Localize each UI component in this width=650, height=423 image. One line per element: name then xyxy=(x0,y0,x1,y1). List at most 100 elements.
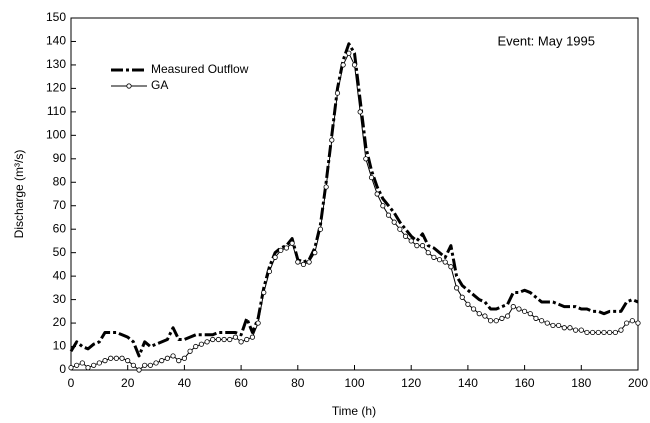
data-point xyxy=(561,325,567,331)
x-tick-label: 20 xyxy=(121,376,135,390)
data-point xyxy=(176,358,182,364)
data-point xyxy=(533,315,539,321)
data-point xyxy=(527,311,533,317)
data-point xyxy=(374,191,380,197)
data-point xyxy=(363,156,369,162)
legend-label: GA xyxy=(151,78,168,92)
data-point xyxy=(74,362,80,368)
y-tick-label: 130 xyxy=(46,57,66,71)
data-point xyxy=(414,243,420,249)
y-tick-label: 40 xyxy=(53,268,67,282)
series-line xyxy=(69,42,639,358)
data-point xyxy=(300,261,307,267)
data-point xyxy=(590,329,596,336)
data-point xyxy=(261,289,267,296)
data-point xyxy=(221,336,227,343)
data-point xyxy=(351,62,358,68)
data-point xyxy=(289,240,295,246)
data-point xyxy=(306,259,312,265)
data-point xyxy=(295,259,301,265)
data-point xyxy=(283,245,290,251)
data-point xyxy=(153,360,159,366)
data-point xyxy=(448,264,454,270)
y-tick-label: 20 xyxy=(53,315,67,329)
data-point xyxy=(357,109,363,115)
data-point xyxy=(550,322,556,329)
data-point xyxy=(210,336,216,343)
data-point xyxy=(380,203,386,209)
y-tick-label: 10 xyxy=(53,339,67,353)
data-point xyxy=(238,339,244,345)
data-point xyxy=(147,362,153,368)
data-point xyxy=(459,294,465,300)
data-point xyxy=(317,226,324,232)
y-tick-label: 90 xyxy=(53,151,67,165)
data-point xyxy=(79,360,85,366)
data-point xyxy=(249,334,256,340)
data-point xyxy=(397,226,403,232)
data-point xyxy=(113,355,119,361)
x-tick-label: 120 xyxy=(401,376,421,390)
x-tick-label: 140 xyxy=(458,376,478,390)
y-axis-label: Discharge (m³/s) xyxy=(12,150,26,239)
data-point xyxy=(408,238,414,244)
data-point xyxy=(419,243,426,249)
series-line xyxy=(70,52,639,371)
data-point xyxy=(442,259,448,265)
y-tick-label: 60 xyxy=(53,221,67,235)
data-point xyxy=(425,250,431,256)
x-tick-label: 200 xyxy=(628,376,648,390)
data-point xyxy=(607,329,613,336)
data-point xyxy=(385,212,392,218)
data-point xyxy=(629,318,635,324)
data-point xyxy=(227,336,233,343)
data-point xyxy=(193,343,199,350)
data-point xyxy=(68,365,74,371)
data-point xyxy=(595,329,601,336)
x-tick-label: 100 xyxy=(344,376,364,390)
data-point xyxy=(544,320,550,326)
data-point xyxy=(431,254,437,260)
y-tick-label: 100 xyxy=(46,128,66,142)
data-point xyxy=(510,304,516,310)
data-point xyxy=(96,360,102,366)
legend-marker xyxy=(126,83,132,89)
data-point xyxy=(493,318,499,324)
data-point xyxy=(181,355,187,361)
data-point xyxy=(635,320,641,326)
data-point xyxy=(323,184,329,190)
x-tick-label: 40 xyxy=(178,376,192,390)
data-point xyxy=(612,329,618,336)
y-tick-label: 140 xyxy=(46,34,66,48)
data-point xyxy=(170,353,176,359)
x-axis-label: Time (h) xyxy=(332,404,376,418)
data-point xyxy=(476,311,482,317)
data-point xyxy=(164,355,170,361)
y-tick-label: 50 xyxy=(53,245,67,259)
x-tick-label: 0 xyxy=(68,376,75,390)
data-point xyxy=(187,348,193,354)
data-point xyxy=(391,219,397,225)
data-point xyxy=(340,62,346,68)
data-point xyxy=(539,318,545,324)
data-point xyxy=(102,358,108,364)
x-tick-label: 80 xyxy=(291,376,305,390)
data-point xyxy=(130,362,136,368)
data-point xyxy=(198,341,205,347)
data-point xyxy=(556,322,562,329)
data-point xyxy=(436,257,443,263)
data-point xyxy=(368,174,375,181)
data-point xyxy=(232,334,239,340)
data-point xyxy=(119,355,125,361)
y-tick-label: 30 xyxy=(53,292,67,306)
data-point xyxy=(215,336,222,343)
data-point xyxy=(125,358,131,364)
data-point xyxy=(402,233,409,239)
data-point xyxy=(108,355,114,361)
y-tick-label: 110 xyxy=(47,104,66,118)
data-point xyxy=(346,50,352,56)
data-point xyxy=(584,329,590,336)
data-point xyxy=(91,362,97,368)
data-point xyxy=(159,358,165,364)
